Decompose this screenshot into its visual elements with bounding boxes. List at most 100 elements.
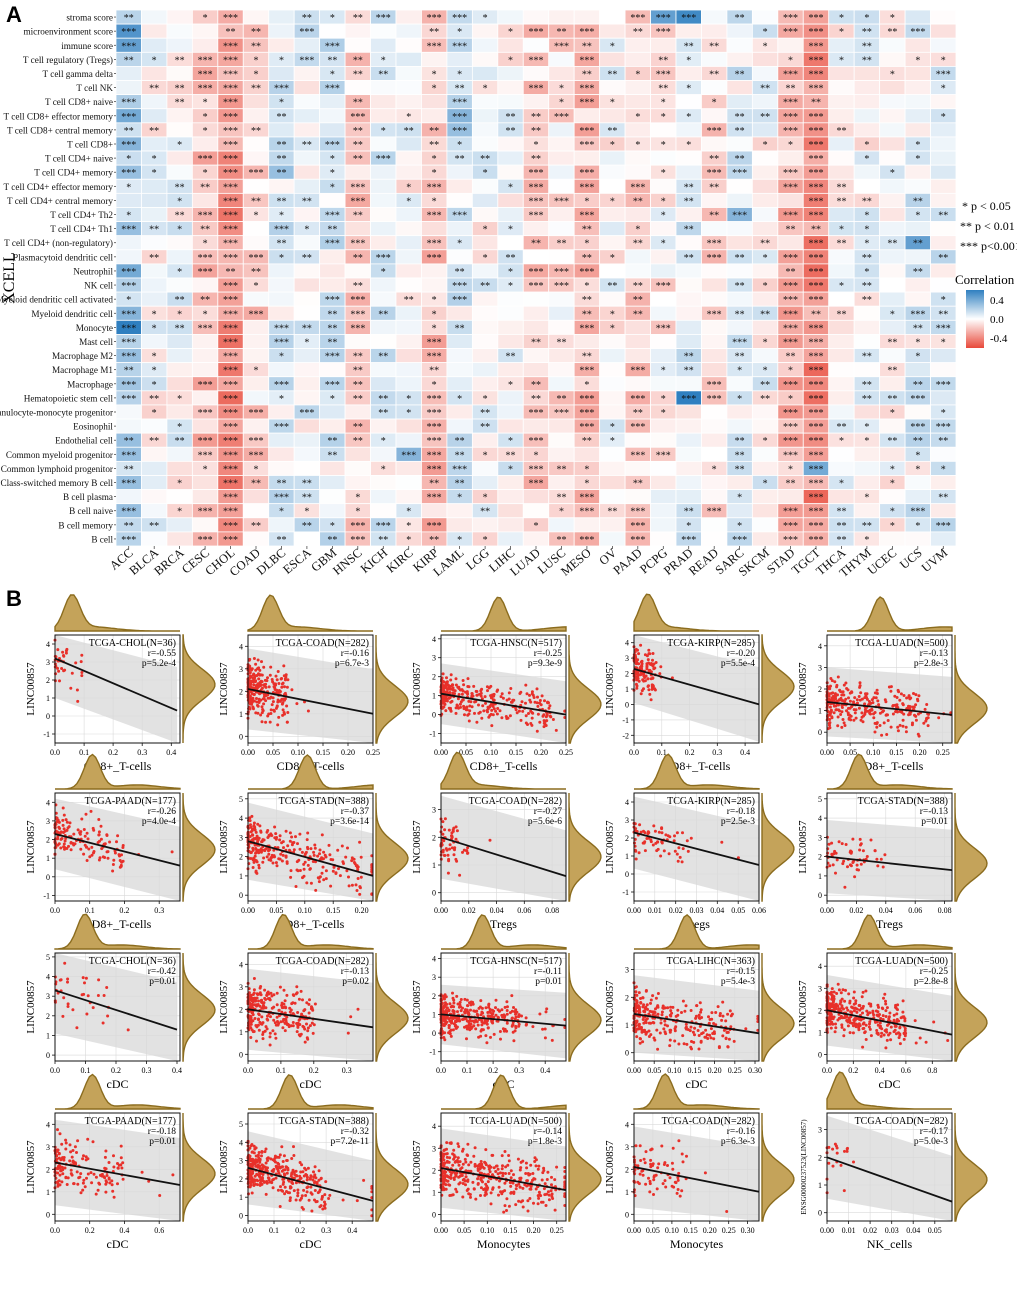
x-axis-title: Tregs bbox=[490, 917, 517, 931]
scatter-point bbox=[893, 694, 897, 698]
heatmap-cell-label: *** bbox=[325, 380, 340, 391]
heatmap-cell bbox=[344, 446, 371, 462]
heatmap-cell-label: * bbox=[788, 394, 793, 405]
scatter-point bbox=[905, 696, 909, 700]
scatter-point bbox=[56, 830, 59, 834]
heatmap-cell-label: ** bbox=[684, 225, 694, 236]
heatmap-cell-label: ** bbox=[429, 366, 439, 377]
scatter-point bbox=[465, 998, 469, 1002]
heatmap-cell-label: *** bbox=[936, 69, 951, 80]
scatter-point bbox=[85, 831, 89, 835]
scatter-point bbox=[912, 692, 915, 695]
x-tick-label: 0.06 bbox=[517, 906, 531, 915]
scatter-point bbox=[254, 684, 258, 688]
heatmap-cell-label: *** bbox=[936, 521, 951, 532]
scatter-point bbox=[873, 730, 877, 734]
scatter-panel: 0.00 0.02 0.04 0.06 0.080123TregsLINC00857TC… bbox=[411, 751, 602, 931]
heatmap-cell-label: ** bbox=[531, 394, 541, 405]
scatter-point bbox=[57, 842, 61, 846]
heatmap-cell bbox=[344, 334, 371, 349]
heatmap-cell bbox=[166, 489, 193, 505]
heatmap-cell-label: * bbox=[661, 196, 666, 207]
heatmap-cell bbox=[293, 362, 321, 378]
heatmap-row-label: Macrophage bbox=[67, 379, 113, 389]
scatter-point bbox=[486, 689, 489, 693]
scatter-point bbox=[450, 834, 453, 838]
heatmap-cell bbox=[497, 164, 524, 180]
scatter-point bbox=[271, 1029, 275, 1033]
y-tick-label: 1 bbox=[239, 1028, 243, 1037]
heatmap-cell-label: *** bbox=[783, 112, 798, 123]
heatmap-cell bbox=[548, 475, 575, 490]
heatmap-cell bbox=[293, 164, 321, 180]
heatmap-cell-label: ** bbox=[276, 140, 286, 151]
scatter-point bbox=[830, 691, 833, 695]
scatter-point bbox=[519, 690, 523, 694]
scatter-point bbox=[306, 831, 310, 835]
heatmap-cell bbox=[828, 446, 855, 462]
x-tick-label: 0.00 bbox=[820, 748, 834, 757]
heatmap-cell bbox=[370, 192, 397, 208]
heatmap-cell-label: * bbox=[508, 436, 513, 447]
heatmap-cell bbox=[751, 460, 779, 476]
scatter-point bbox=[126, 1028, 130, 1032]
scatter-point bbox=[490, 695, 494, 699]
heatmap-cell bbox=[853, 66, 881, 81]
heatmap-cell-label: *** bbox=[579, 168, 594, 179]
correlation-r: r=-0.55 bbox=[148, 649, 177, 659]
heatmap-cell bbox=[293, 305, 321, 321]
y-tick-label: 3 bbox=[432, 806, 436, 815]
scatter-point bbox=[524, 721, 528, 725]
scatter-point bbox=[854, 716, 858, 720]
heatmap-cell-label: *** bbox=[579, 394, 594, 405]
heatmap-cell-label: ** bbox=[684, 507, 694, 518]
heatmap-cell bbox=[675, 432, 702, 448]
scatter-point bbox=[282, 664, 286, 668]
x-tick-label: 0.0 bbox=[629, 748, 639, 757]
heatmap-cell-label: * bbox=[177, 225, 182, 236]
heatmap-cell-label: *** bbox=[783, 27, 798, 38]
heatmap-cell-label: ** bbox=[506, 126, 516, 137]
scatter-point bbox=[261, 848, 265, 852]
scatter-point bbox=[256, 667, 260, 671]
scatter-point bbox=[308, 1024, 312, 1028]
heatmap-cell-label: *** bbox=[809, 13, 824, 24]
heatmap-cell bbox=[624, 122, 651, 138]
scatter-point bbox=[252, 991, 256, 995]
scatter-point bbox=[677, 846, 681, 850]
scatter-point bbox=[496, 707, 500, 710]
heatmap-cell-label: ** bbox=[175, 323, 185, 334]
scatter-point bbox=[76, 699, 80, 703]
scatter-point bbox=[248, 816, 252, 820]
scatter-point bbox=[538, 720, 542, 724]
scatter-point bbox=[294, 992, 298, 996]
scatter-point bbox=[292, 994, 296, 997]
y-axis-title: LINC00857 bbox=[25, 662, 37, 716]
scatter-point bbox=[543, 1027, 547, 1031]
heatmap-cell-label: * bbox=[177, 196, 182, 207]
scatter-point bbox=[314, 888, 318, 892]
heatmap-cell-label: *** bbox=[223, 69, 238, 80]
scatter-point bbox=[642, 674, 646, 678]
scatter-point bbox=[519, 718, 523, 722]
heatmap-cell-label: * bbox=[890, 479, 895, 490]
heatmap-cell bbox=[548, 348, 575, 364]
scatter-point bbox=[447, 1031, 451, 1035]
scatter-point bbox=[269, 665, 273, 669]
heatmap-cell bbox=[395, 432, 422, 448]
scatter-point bbox=[489, 1035, 492, 1039]
heatmap-cell-label: *** bbox=[529, 27, 544, 38]
scatter-point bbox=[875, 721, 879, 725]
heatmap-cell-label: ** bbox=[327, 436, 337, 447]
heatmap-cell-label: * bbox=[330, 168, 335, 179]
scatter-panel: 0.0 0.1 0.2 0.3-101234CD8+_T-cellsLINC00857… bbox=[25, 753, 216, 931]
heatmap-cell-label: *** bbox=[579, 27, 594, 38]
scatter-point bbox=[896, 725, 900, 729]
scatter-point bbox=[835, 685, 839, 689]
scatter-point bbox=[482, 709, 486, 713]
heatmap-cell-label: *** bbox=[656, 323, 671, 334]
heatmap-cell bbox=[166, 348, 193, 364]
heatmap-cell-label: *** bbox=[325, 41, 340, 52]
heatmap-cell-label: *** bbox=[223, 281, 238, 292]
heatmap-cell-label: * bbox=[941, 84, 946, 95]
